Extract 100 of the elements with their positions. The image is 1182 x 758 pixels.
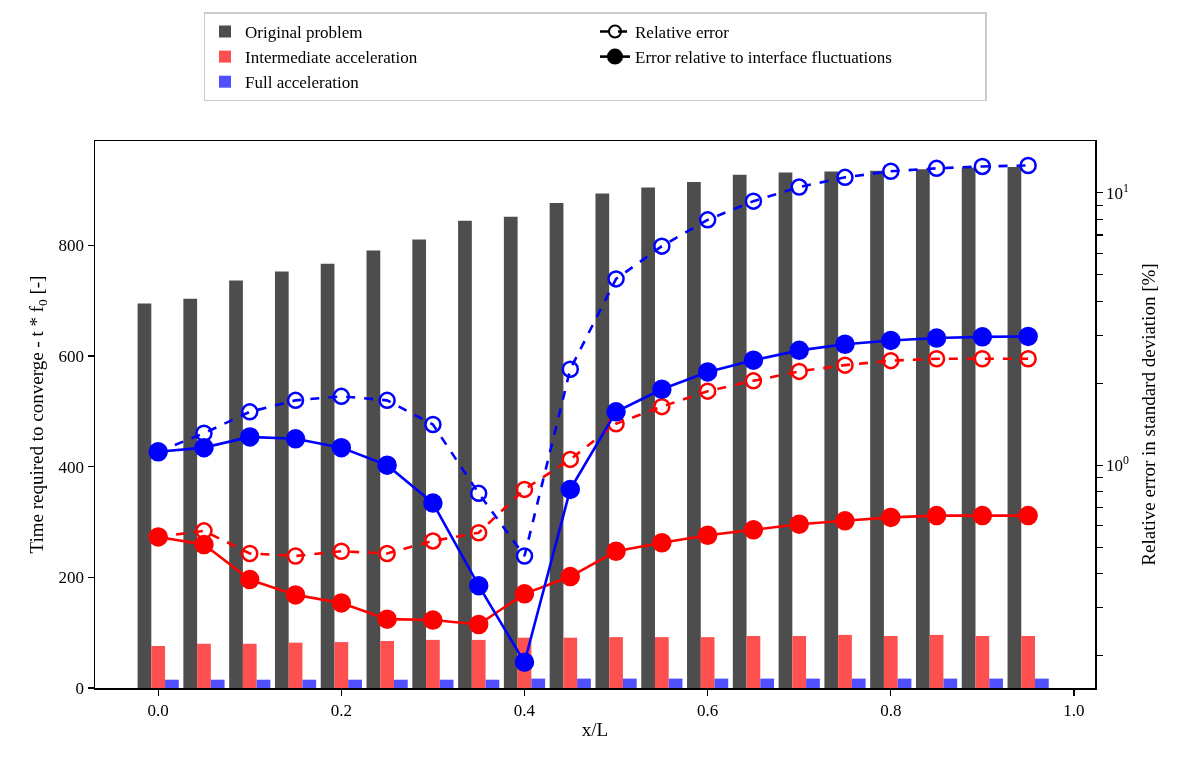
point: [836, 356, 854, 374]
bar: [256, 679, 271, 688]
bar: [732, 174, 747, 688]
point: [744, 372, 763, 390]
bar: [183, 298, 198, 688]
bar: [915, 169, 930, 688]
point: [560, 566, 581, 587]
bar: [229, 280, 243, 688]
x-tick-label: 0.6: [697, 700, 719, 720]
y-tick-label: 400: [58, 457, 85, 477]
legend-label: Full acceleration: [245, 73, 360, 93]
bar: [137, 303, 152, 688]
point: [1019, 349, 1037, 368]
bar: [302, 679, 317, 688]
bar: [320, 263, 335, 688]
point: [560, 479, 581, 500]
bar: [563, 637, 578, 688]
bar: [165, 679, 179, 688]
point: [468, 614, 489, 635]
bar: [714, 678, 729, 688]
point: [378, 391, 396, 410]
point: [469, 523, 488, 542]
point: [561, 450, 580, 469]
bar: [870, 170, 884, 688]
point: [285, 585, 306, 605]
legend-label: Original problem: [245, 23, 363, 43]
bar: [760, 678, 775, 688]
bar: [412, 239, 427, 688]
bar: [242, 643, 257, 688]
point: [927, 349, 946, 368]
point: [194, 534, 214, 555]
x-tick-label: 1.0: [1063, 700, 1085, 720]
point: [881, 330, 901, 351]
text: Relative error: [635, 23, 730, 43]
bar: [439, 679, 454, 688]
point: [789, 514, 809, 534]
bar: [595, 193, 610, 688]
x-tick-label: 0.8: [880, 700, 902, 720]
bar: [210, 679, 225, 688]
point: [653, 237, 671, 255]
bar: [577, 678, 591, 688]
point: [240, 569, 260, 590]
text: Error relative to interface fluctuations: [635, 48, 892, 68]
bar: [426, 639, 440, 688]
point: [378, 544, 396, 563]
point: [652, 533, 672, 553]
y2-axis-title: Relative error in standard deviation [%]: [1138, 263, 1160, 566]
point: [377, 609, 397, 629]
point: [881, 507, 901, 528]
point: [1019, 156, 1037, 175]
bar: [151, 645, 166, 688]
point: [424, 532, 442, 550]
point: [241, 544, 259, 563]
point: [743, 350, 764, 370]
bar: [366, 250, 381, 688]
bar: [609, 637, 623, 688]
bar: [838, 634, 852, 688]
point: [926, 328, 947, 348]
point: [286, 391, 305, 410]
point: [514, 652, 535, 672]
x-tick-label: 0.0: [147, 700, 169, 720]
bar: [778, 172, 793, 688]
point: [515, 547, 534, 565]
bar: [897, 678, 912, 688]
bar: [549, 202, 564, 688]
point: [836, 168, 854, 187]
bar: [975, 636, 990, 688]
bar: [274, 271, 289, 688]
bar: [641, 187, 655, 688]
point: [790, 178, 808, 196]
bar: [654, 637, 669, 688]
point: [1018, 505, 1038, 526]
point: [561, 360, 580, 379]
point: [697, 362, 718, 382]
point: [743, 520, 764, 540]
point: [926, 505, 947, 526]
bar: [961, 167, 976, 688]
bar: [393, 679, 408, 688]
bar: [458, 220, 472, 688]
point: [972, 327, 993, 347]
point: [286, 547, 305, 565]
point: [1018, 326, 1038, 347]
bar: [687, 181, 701, 688]
bar: [531, 678, 546, 688]
x-tick-label: 0.4: [513, 700, 536, 720]
bar: [989, 678, 1003, 688]
point: [469, 484, 488, 503]
bar: [1035, 678, 1049, 688]
bar: [1021, 636, 1036, 688]
bar: [668, 678, 683, 688]
bar: [380, 640, 394, 688]
bar: [334, 642, 349, 688]
bar: [806, 678, 820, 688]
bar: [348, 679, 362, 688]
y2-tick-label: 10$^{1}$: [1105, 180, 1129, 203]
point: [194, 437, 214, 458]
bar: [485, 679, 500, 688]
point: [240, 427, 260, 447]
bar: [700, 637, 715, 688]
x-tick-label: 0.2: [330, 700, 352, 720]
